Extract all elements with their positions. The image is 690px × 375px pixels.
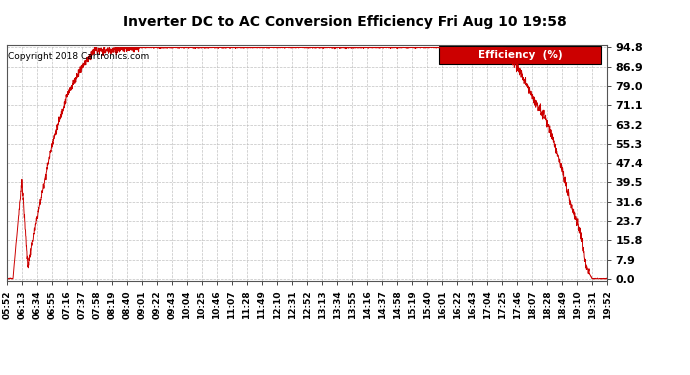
Text: Inverter DC to AC Conversion Efficiency Fri Aug 10 19:58: Inverter DC to AC Conversion Efficiency … <box>123 15 567 29</box>
Text: Copyright 2018 Cartronics.com: Copyright 2018 Cartronics.com <box>8 52 149 61</box>
FancyBboxPatch shape <box>439 46 601 64</box>
Text: Efficiency  (%): Efficiency (%) <box>478 50 562 60</box>
